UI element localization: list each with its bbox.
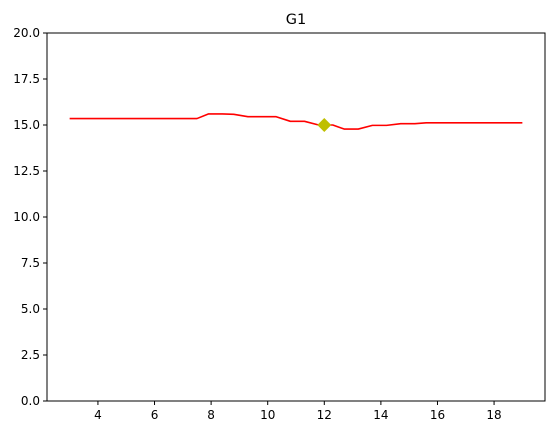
y-tick-label: 5.0 bbox=[21, 302, 40, 316]
x-tick-label: 12 bbox=[317, 408, 332, 422]
y-tick-label: 7.5 bbox=[21, 256, 40, 270]
series-line-0 bbox=[69, 113, 523, 130]
x-tick-label: 6 bbox=[151, 408, 159, 422]
x-tick-label: 10 bbox=[260, 408, 275, 422]
chart-title: G1 bbox=[286, 12, 306, 28]
y-tick-label: 12.5 bbox=[13, 164, 40, 178]
x-axis: 4 6 8 10 12 14 16 18 bbox=[94, 401, 502, 422]
y-axis: 0.0 2.5 5.0 7.5 10.0 12.5 15.0 17.5 20.0 bbox=[13, 26, 47, 408]
x-tick-label: 4 bbox=[94, 408, 102, 422]
diamond-marker-0 bbox=[317, 118, 332, 132]
x-tick-label: 16 bbox=[430, 408, 445, 422]
y-tick-label: 2.5 bbox=[21, 348, 40, 362]
y-tick-label: 10.0 bbox=[13, 210, 40, 224]
x-tick-label: 8 bbox=[207, 408, 215, 422]
axes-frame bbox=[46, 32, 546, 402]
y-tick-label: 0.0 bbox=[21, 394, 40, 408]
x-tick-label: 14 bbox=[373, 408, 388, 422]
y-tick-label: 15.0 bbox=[13, 118, 40, 132]
y-tick-label: 20.0 bbox=[13, 26, 40, 40]
plot-area bbox=[69, 113, 523, 132]
y-tick-label: 17.5 bbox=[13, 72, 40, 86]
x-tick-label: 18 bbox=[486, 408, 501, 422]
